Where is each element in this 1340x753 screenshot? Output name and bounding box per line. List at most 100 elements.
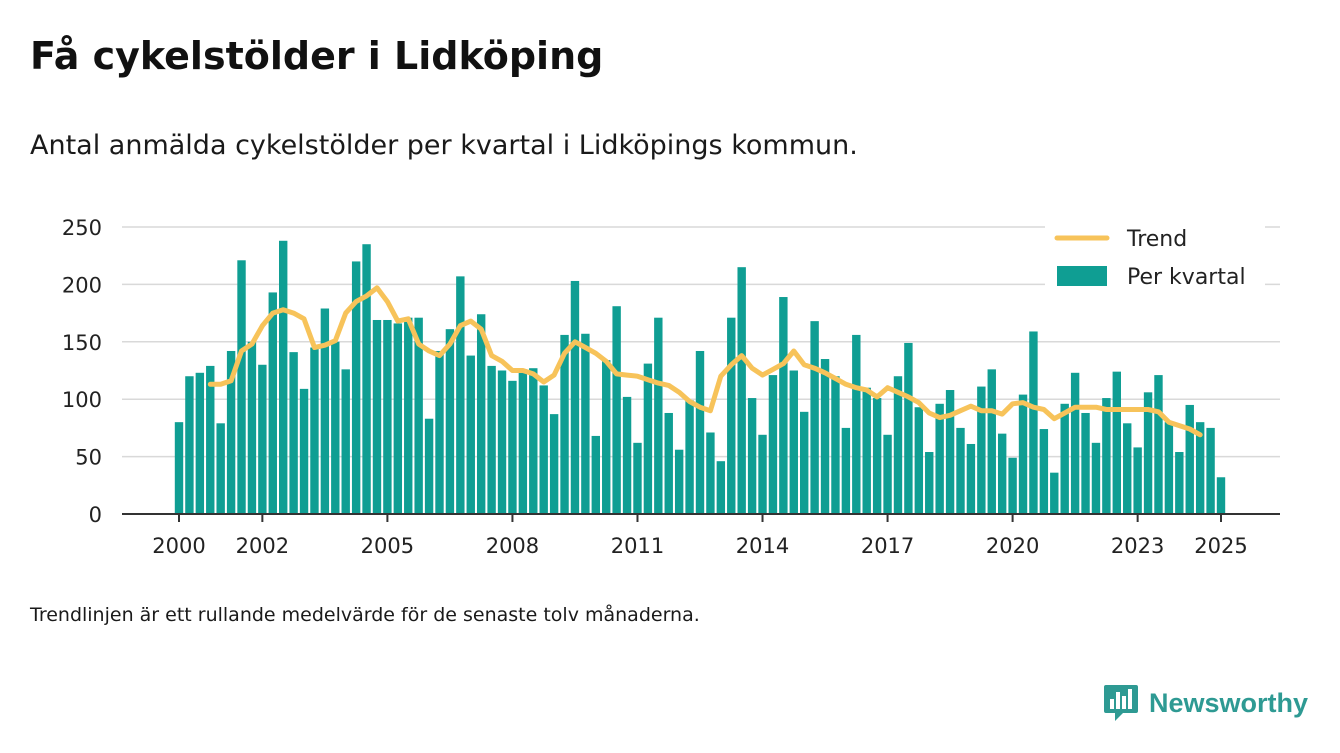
bar (174, 422, 184, 514)
bar (289, 352, 298, 514)
bar (810, 321, 819, 514)
bar (727, 317, 736, 514)
bar (456, 276, 465, 514)
trend-line (207, 285, 1203, 438)
bar (883, 434, 892, 514)
bar (539, 385, 548, 514)
bar (1050, 472, 1059, 514)
bar (841, 427, 851, 514)
bar (351, 261, 361, 514)
chart-title: Få cykelstölder i Lidköping (30, 34, 604, 78)
brand-logo: Newsworthy (1103, 683, 1308, 723)
bar (1029, 331, 1038, 514)
bar (570, 280, 580, 514)
bar (831, 376, 840, 514)
y-tick-label: 150 (62, 331, 102, 355)
bar (1008, 457, 1017, 514)
bar (945, 390, 955, 514)
bar (581, 333, 590, 514)
bar (310, 347, 319, 514)
bar (706, 432, 715, 514)
bar (622, 396, 632, 514)
bar (445, 329, 455, 514)
bar (331, 341, 340, 514)
x-tick-label: 2002 (236, 534, 289, 558)
footnote: Trendlinjen är ett rullande medelvärde f… (30, 604, 700, 626)
bar (518, 369, 528, 514)
bar (206, 365, 215, 514)
bar (1039, 429, 1049, 514)
bar (268, 292, 277, 514)
x-tick-label: 2011 (611, 534, 664, 558)
bar (643, 363, 653, 514)
bar (779, 297, 788, 514)
bar (852, 334, 861, 514)
bar (654, 317, 663, 514)
bar (695, 350, 705, 514)
y-tick-label: 0 (89, 503, 102, 527)
bar (1206, 427, 1215, 514)
bar (435, 350, 444, 514)
bar (299, 388, 309, 514)
bar (549, 414, 559, 514)
x-tick-label: 2020 (986, 534, 1039, 558)
bar (508, 380, 517, 514)
bar (664, 412, 673, 514)
bar (997, 433, 1007, 514)
bar (237, 260, 246, 514)
bar (414, 317, 423, 514)
trend-line-layer (207, 285, 1203, 438)
bar (185, 376, 194, 514)
bar (1081, 412, 1090, 514)
bar (383, 319, 392, 514)
bar (1112, 371, 1121, 514)
bar (372, 319, 382, 514)
bar (497, 370, 507, 514)
bar (872, 398, 882, 514)
bar (247, 341, 257, 514)
bar (320, 308, 330, 514)
x-tick-label: 2000 (152, 534, 205, 558)
axes: 0 50 100 150 200 250 2000 2002 2005 2008 2011 2014 2… (62, 216, 1280, 558)
x-tick-label: 2023 (1111, 534, 1164, 558)
bar (747, 398, 757, 514)
bar (1018, 394, 1028, 514)
legend-bar-swatch (1057, 266, 1107, 286)
bar (591, 435, 600, 514)
bar (1154, 375, 1163, 514)
y-tick-label: 100 (62, 388, 102, 412)
bar (560, 334, 569, 514)
bar (914, 407, 924, 514)
bar (685, 400, 694, 514)
y-tick-label: 50 (75, 446, 102, 470)
bar (1133, 447, 1142, 514)
bar (820, 359, 830, 514)
bar (529, 368, 538, 514)
bar (904, 342, 913, 514)
bar (893, 376, 903, 514)
bar (977, 386, 986, 514)
legend-bar-label: Per kvartal (1127, 265, 1246, 290)
bar (393, 323, 403, 514)
x-tick-label: 2025 (1194, 534, 1247, 558)
bar (789, 370, 798, 514)
bar (362, 244, 371, 514)
bar (1185, 404, 1194, 514)
bar (476, 314, 486, 514)
bar (424, 418, 434, 514)
bar (768, 375, 778, 514)
bar (341, 369, 350, 514)
bar (1070, 372, 1080, 514)
bar (862, 387, 871, 514)
bar (633, 442, 642, 514)
bar (674, 449, 684, 514)
x-tick-label: 2017 (861, 534, 914, 558)
bar (1060, 403, 1069, 514)
chart-subtitle: Antal anmälda cykelstölder per kvartal i… (30, 130, 858, 161)
y-tick-label: 250 (62, 216, 102, 240)
bar (1143, 392, 1153, 514)
x-tick-label: 2014 (736, 534, 789, 558)
bar (1195, 422, 1205, 514)
x-tick-label: 2005 (361, 534, 414, 558)
